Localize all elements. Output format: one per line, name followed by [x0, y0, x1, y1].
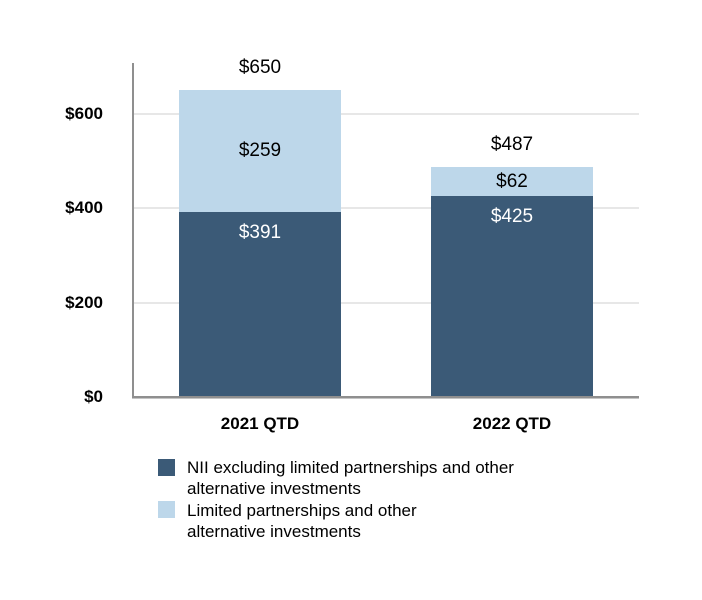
x-axis-line: [132, 396, 639, 399]
x-axis-category-label: 2021 QTD: [220, 414, 300, 433]
y-axis-tick-label: $400: [65, 198, 103, 217]
bar-segment-lp: [431, 166, 593, 197]
bar-segment-nii: [179, 212, 341, 397]
gridline: [133, 207, 639, 209]
bar-segment-lp: [179, 89, 341, 213]
gridline: [133, 112, 639, 115]
segment-value-label: $259: [238, 140, 282, 162]
segment-value-label: $62: [496, 170, 528, 192]
segment-value-label: $391: [238, 222, 282, 244]
x-axis-category-label: 2022 QTD: [472, 414, 552, 433]
y-axis-tick-label: $200: [65, 292, 103, 312]
gridline: [133, 301, 639, 304]
y-axis-line: [132, 63, 134, 398]
y-axis-tick-label: $600: [65, 103, 103, 123]
total-value-label: $487: [490, 133, 534, 155]
y-axis-tick-label: $0: [84, 387, 103, 406]
segment-value-label: $425: [490, 206, 534, 228]
bar-segment-nii: [431, 196, 593, 397]
total-value-label: $650: [238, 56, 282, 78]
